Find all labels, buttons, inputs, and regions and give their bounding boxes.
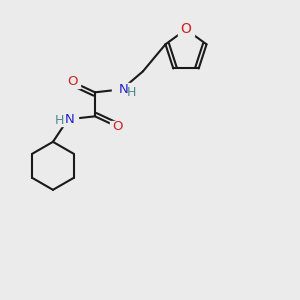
Bar [65,76,80,88]
Bar [178,23,194,36]
Text: H: H [127,86,136,99]
Text: N: N [118,83,128,96]
Text: H: H [55,114,64,127]
Text: O: O [67,75,78,88]
Text: N: N [64,113,74,126]
Bar [58,113,78,126]
Bar [112,83,132,96]
Text: O: O [112,120,123,133]
Text: O: O [181,22,191,36]
Bar [110,121,125,133]
